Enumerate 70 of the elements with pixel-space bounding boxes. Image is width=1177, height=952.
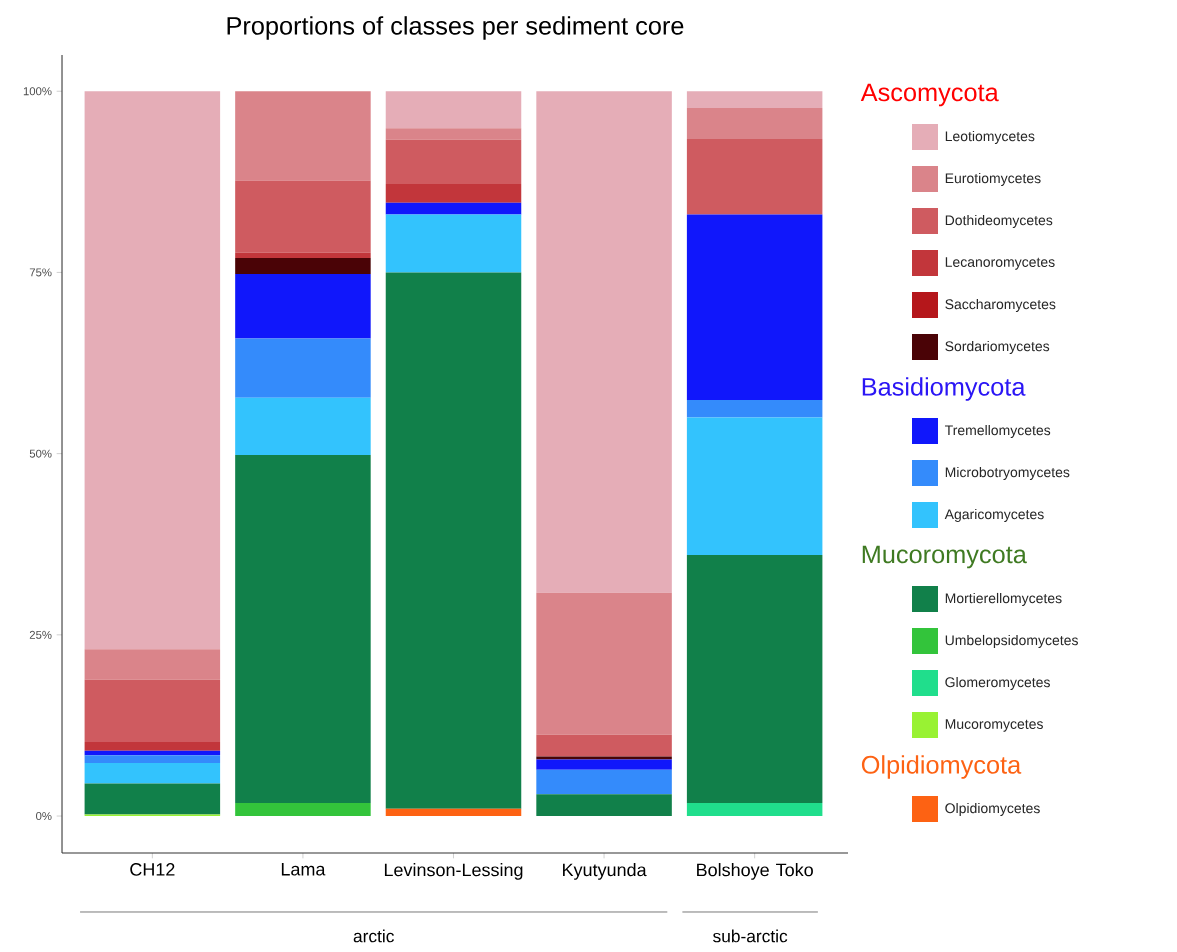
x-tick-label: Kyutyunda [563, 863, 647, 880]
bar [84, 750, 221, 756]
bar [84, 649, 221, 680]
bar [536, 759, 672, 770]
x-tick-label: Lama [281, 863, 326, 876]
bar [686, 107, 823, 140]
legend-label: Lecanoromycetes [945, 257, 1055, 270]
bar [235, 273, 371, 339]
legend-label: Agaricomycetes [944, 508, 1044, 522]
legend-label: Saccharomycetes [945, 298, 1056, 312]
bar [385, 214, 522, 273]
bar [385, 91, 522, 129]
bar [235, 180, 371, 253]
bar [84, 679, 221, 743]
text: Basidiomycota [862, 377, 1026, 401]
x-tick-label: CH12 [130, 863, 175, 876]
bar [84, 763, 221, 784]
bar [235, 397, 371, 456]
legend-label: Leotiomycetes [945, 130, 1035, 144]
legend-label: Glomeromycetes [945, 676, 1050, 690]
bar [536, 592, 672, 735]
bar [235, 802, 371, 817]
bar [235, 455, 371, 803]
chart-title: Proportions of classes per sediment core [227, 16, 684, 40]
bar [385, 808, 522, 817]
y-tick-label: 50% [29, 449, 52, 458]
bar [84, 783, 221, 815]
bar [686, 802, 823, 817]
bar [385, 202, 522, 215]
legend-label: Tremellomycetes [944, 424, 1051, 438]
bar [686, 417, 823, 556]
bar [84, 755, 221, 764]
legend-label: Umbelopsidomycetes [945, 634, 1078, 648]
text: sub-arctic [713, 929, 788, 943]
bar [686, 555, 823, 803]
y-tick-label: 100% [23, 87, 52, 96]
y-tick-label: 25% [29, 630, 52, 639]
text: arctic [353, 929, 394, 943]
legend-label: Mortierellomycetes [945, 592, 1062, 606]
bar [536, 91, 672, 593]
bar [536, 769, 672, 795]
bar [536, 734, 672, 757]
bar [686, 400, 823, 418]
legend-label: Eurotiomycetes [945, 172, 1041, 186]
y-tick-label: 0% [36, 812, 52, 821]
bar [385, 128, 522, 140]
legend-label: Olpidiomycetes [945, 802, 1040, 816]
legend-label: Dothideomycetes [945, 214, 1053, 228]
bar [235, 257, 371, 274]
bar [235, 91, 371, 181]
bar [84, 742, 221, 751]
bar [686, 139, 823, 215]
bar [385, 184, 522, 203]
bar [235, 338, 371, 398]
x-tick-label: Bolshoye Toko [697, 863, 813, 880]
text: Ascomycota [860, 83, 999, 107]
bar [84, 91, 221, 650]
x-tick-label: Levinson-Lessing [384, 863, 523, 880]
bar [235, 252, 371, 258]
legend-label: Mucoromycetes [945, 719, 1043, 732]
bar [686, 214, 823, 400]
bar [536, 794, 672, 817]
bar [385, 139, 522, 185]
text: Olpidiomycota [861, 755, 1022, 779]
bar [686, 91, 823, 108]
bar [385, 272, 522, 809]
y-tick-label: 75% [29, 268, 52, 277]
legend-label: Microbotryomycetes [945, 466, 1070, 480]
legend-label: Sordariomycetes [945, 340, 1050, 354]
text: Mucoromycota [862, 545, 1027, 569]
